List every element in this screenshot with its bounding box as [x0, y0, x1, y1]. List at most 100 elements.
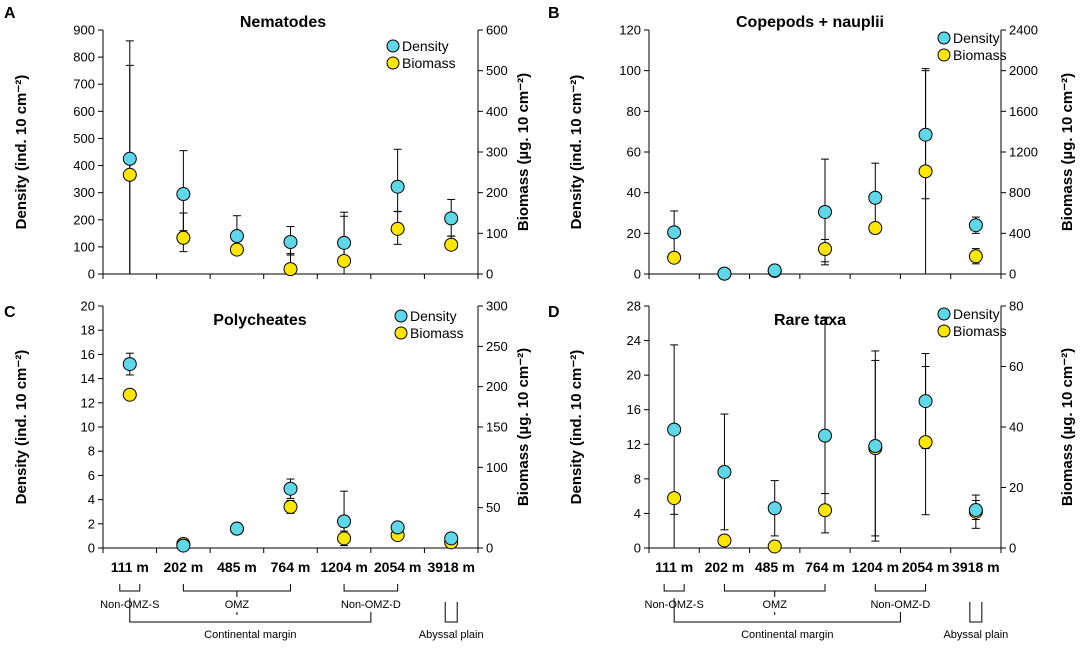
bracket-abyssal-plain [444, 602, 458, 623]
y-tick-label: 80 [627, 104, 641, 119]
biomass-point [283, 499, 298, 514]
density-point [122, 151, 137, 166]
y-tick-label: 300 [73, 185, 95, 200]
y2-tick-label: 20 [1009, 480, 1023, 495]
y-tick-label: 20 [627, 368, 641, 383]
panel-letter: C [4, 304, 16, 321]
category-label: 202 m [164, 559, 204, 575]
category-label: 1204 m [852, 559, 899, 575]
panel-a: A Nematodes 0 100 200 300 400 500 600 700 800 900 0 1… [4, 5, 532, 282]
y-tick-label: 60 [627, 145, 641, 160]
y2-tick-label: 600 [486, 23, 508, 38]
density-point [667, 225, 682, 240]
y-axis-label: Density (ind. 10 cm⁻²) [568, 75, 585, 230]
y-axis-label: Density (ind. 10 cm⁻²) [13, 75, 30, 230]
bracket-non-omz-d [874, 584, 927, 592]
category-label: 202 m [705, 559, 745, 575]
legend-marker-density [386, 39, 400, 53]
density-point [667, 422, 682, 437]
biomass-point [818, 241, 832, 256]
y2-tick-label: 400 [486, 104, 508, 119]
category-label: 485 m [755, 559, 795, 575]
y-tick-label: 500 [73, 131, 95, 146]
y2-tick-label: 300 [486, 145, 508, 160]
zone-label-omz: OMZ [762, 599, 787, 611]
y2-axis-label: Biomass (µg. 10 cm⁻²) [515, 73, 532, 231]
y2-tick-label: 300 [486, 299, 508, 314]
y2-tick-label: 1600 [1009, 104, 1038, 119]
legend-label-biomass: Biomass [953, 47, 1007, 63]
y-tick-label: 0 [634, 267, 641, 282]
density-point [390, 179, 405, 194]
zone-label-abyssal-plain: Abyssal plain [419, 629, 484, 641]
y2-tick-label: 0 [1009, 267, 1016, 282]
density-point [337, 235, 352, 250]
density-point [968, 502, 983, 517]
y-tick-label: 4 [634, 506, 641, 521]
legend-marker-biomass [386, 56, 400, 70]
y2-axis-label: Biomass (µg. 10 cm⁻²) [1059, 73, 1076, 231]
biomass-point [337, 531, 352, 546]
bracket-omz [182, 584, 291, 592]
category-label: 1204 m [320, 559, 367, 575]
y2-tick-label: 40 [1009, 420, 1023, 435]
legend-marker-density [394, 309, 408, 323]
y-tick-label: 120 [619, 23, 641, 38]
density-point [176, 187, 191, 202]
y-tick-label: 700 [73, 77, 95, 92]
y-tick-label: 8 [634, 471, 641, 486]
y-tick-label: 800 [73, 50, 95, 65]
density-point [337, 514, 352, 529]
biomass-point [868, 221, 883, 236]
y-tick-label: 2 [88, 516, 95, 531]
y2-axis-label: Biomass (µg. 10 cm⁻²) [1059, 348, 1076, 506]
biomass-point [122, 387, 137, 402]
biomass-point [918, 435, 933, 450]
y2-tick-label: 200 [486, 379, 508, 394]
biomass-point [767, 539, 782, 554]
zone-label-continental-margin: Continental margin [204, 629, 296, 641]
y-tick-label: 14 [81, 371, 95, 386]
panel-letter: A [4, 5, 16, 22]
zone-label-continental-margin: Continental margin [741, 629, 833, 641]
density-point [229, 229, 244, 244]
panel-title: Rare taxa [774, 312, 846, 329]
biomass-point [283, 262, 298, 277]
y2-tick-label: 0 [1009, 541, 1016, 556]
panel-title: Polycheates [213, 312, 306, 329]
legend-marker-density [937, 31, 951, 45]
category-label: 2054 m [902, 559, 949, 575]
legend-label-density: Density [402, 38, 449, 54]
y2-tick-label: 1200 [1009, 145, 1038, 160]
biomass-point [229, 242, 244, 257]
bracket-abyssal-plain [969, 602, 983, 623]
category-label: 3918 m [952, 559, 999, 575]
y-axis-label: Density (ind. 10 cm⁻²) [13, 350, 30, 505]
biomass-point [667, 491, 682, 506]
y-tick-label: 20 [627, 226, 641, 241]
y-tick-label: 40 [627, 185, 641, 200]
y-tick-label: 12 [627, 437, 641, 452]
density-point [444, 211, 459, 226]
legend-marker-biomass [937, 48, 951, 62]
density-point [868, 439, 883, 454]
y2-axis-label: Biomass (µg. 10 cm⁻²) [515, 348, 532, 506]
y2-tick-label: 150 [486, 420, 508, 435]
y2-tick-label: 250 [486, 339, 508, 354]
y-tick-label: 600 [73, 104, 95, 119]
category-label: 764 m [805, 559, 845, 575]
y-tick-label: 100 [619, 63, 641, 78]
y2-tick-label: 60 [1009, 359, 1023, 374]
y-tick-label: 18 [81, 323, 95, 338]
density-point [767, 263, 782, 278]
panel-title: Nematodes [240, 14, 326, 31]
y-tick-label: 10 [81, 420, 95, 435]
zone-label-non-omz-d: Non-OMZ-D [341, 599, 401, 611]
biomass-point [968, 249, 983, 264]
category-label: 3918 m [427, 559, 474, 575]
y2-tick-label: 0 [486, 541, 493, 556]
density-point [390, 520, 405, 535]
y-tick-label: 200 [73, 212, 95, 227]
panel-c: C Polycheates0246810121416182005010015020… [4, 299, 532, 642]
y-tick-label: 12 [81, 395, 95, 410]
